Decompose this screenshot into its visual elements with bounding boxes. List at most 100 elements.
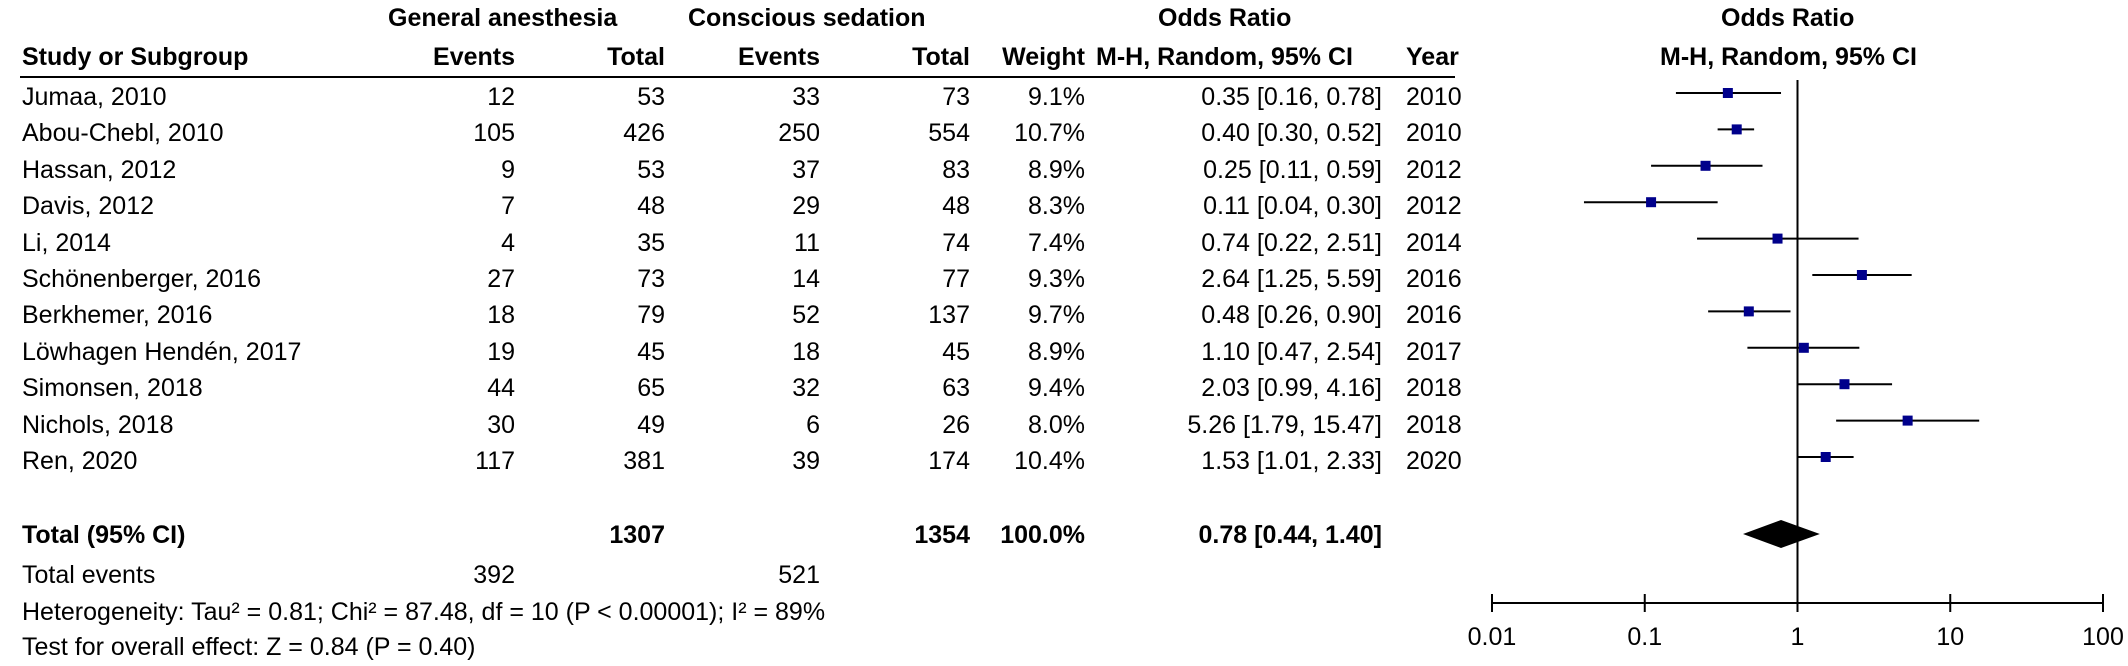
events-ga: 44 [487, 374, 515, 403]
weight: 8.9% [1028, 155, 1085, 184]
total-ga: 48 [637, 192, 665, 221]
weight: 10.7% [1014, 119, 1085, 148]
events-ga: 30 [487, 410, 515, 439]
weight: 8.9% [1028, 337, 1085, 366]
total-cs: 174 [928, 447, 970, 475]
study-name: Abou-Chebl, 2010 [22, 119, 224, 148]
year: 2010 [1406, 83, 1462, 111]
events-cs: 14 [792, 265, 820, 293]
plot-method-header: M-H, Random, 95% CI [1660, 43, 1917, 71]
col-events2-header: Events [738, 43, 820, 71]
odds-ratio-ci: 5.26 [1.79, 15.47] [1187, 410, 1382, 439]
weight: 9.1% [1028, 83, 1085, 111]
point-estimate [1820, 452, 1831, 462]
study-name: Davis, 2012 [22, 192, 155, 221]
events-ga: 4 [501, 228, 515, 257]
point-estimate [1902, 415, 1913, 426]
total-label: Total (95% CI) [22, 521, 186, 549]
plot-title: Odds Ratio [1721, 4, 1855, 32]
events-ga: 12 [487, 83, 515, 111]
total-ga: 381 [623, 447, 665, 475]
events-cs: 6 [806, 410, 820, 439]
events-cs: 18 [792, 337, 820, 366]
events-ga: 27 [487, 265, 515, 293]
events-cs: 250 [778, 119, 820, 148]
odds-ratio-ci: 2.03 [0.99, 4.16] [1201, 374, 1382, 403]
events-ga: 9 [501, 155, 515, 184]
col-weight-header: Weight [1002, 43, 1085, 71]
total-ga: 79 [637, 301, 665, 330]
events-cs: 39 [792, 447, 820, 475]
total-cs: 1354 [914, 521, 970, 549]
odds-ratio-ci: 0.40 [0.30, 0.52] [1201, 119, 1382, 148]
total-ga: 53 [637, 155, 665, 184]
odds-ratio-ci: 1.53 [1.01, 2.33] [1201, 447, 1382, 475]
total-ga: 49 [637, 410, 665, 439]
group1-header: General anesthesia [388, 4, 618, 32]
weight: 10.4% [1014, 447, 1085, 475]
odds-ratio-ci: 0.35 [0.16, 0.78] [1201, 83, 1382, 111]
point-estimate [1772, 233, 1783, 244]
study-name: Li, 2014 [22, 228, 111, 257]
odds-ratio-ci: 0.11 [0.04, 0.30] [1203, 192, 1382, 221]
total-ga: 35 [637, 228, 665, 257]
weight: 9.7% [1028, 301, 1085, 330]
total-odds-ratio-ci: 0.78 [0.44, 1.40] [1198, 521, 1382, 549]
year: 2012 [1406, 155, 1462, 184]
total-ga: 1307 [609, 521, 665, 549]
point-estimate [1731, 124, 1742, 135]
overall-effect-note: Test for overall effect: Z = 0.84 (P = 0… [22, 633, 476, 661]
point-estimate [1722, 88, 1733, 98]
year: 2010 [1406, 119, 1462, 148]
effect-header: Odds Ratio [1158, 4, 1292, 32]
total-ga: 426 [623, 119, 665, 148]
weight: 7.4% [1028, 228, 1085, 257]
weight: 8.0% [1028, 410, 1085, 439]
pooled-diamond [1743, 520, 1820, 548]
total-ga: 73 [637, 265, 665, 293]
total-cs: 137 [928, 301, 970, 330]
total-ga: 65 [637, 374, 665, 403]
total-cs: 45 [942, 337, 970, 366]
odds-ratio-ci: 1.10 [0.47, 2.54] [1201, 337, 1382, 366]
weight: 9.3% [1028, 265, 1085, 293]
events-cs: 37 [792, 155, 820, 184]
point-estimate [1798, 342, 1809, 353]
point-estimate [1839, 379, 1850, 390]
total-cs: 77 [942, 265, 970, 293]
year: 2016 [1406, 301, 1462, 330]
col-study-header: Study or Subgroup [22, 43, 249, 71]
total-events-label: Total events [22, 561, 156, 589]
study-name: Simonsen, 2018 [22, 374, 203, 403]
odds-ratio-ci: 0.48 [0.26, 0.90] [1201, 301, 1382, 330]
events-cs: 11 [794, 228, 820, 257]
point-estimate [1856, 270, 1867, 280]
total-weight: 100.0% [1000, 521, 1085, 549]
year: 2012 [1406, 192, 1462, 221]
total-ga: 53 [637, 83, 665, 111]
events-ga: 7 [501, 192, 515, 221]
events-ga: 117 [475, 447, 515, 475]
year: 2017 [1406, 337, 1462, 366]
x-tick-label: 0.1 [1627, 623, 1662, 651]
col-year-header: Year [1406, 43, 1459, 71]
total-cs: 73 [942, 83, 970, 111]
study-name: Ren, 2020 [22, 447, 138, 475]
year: 2018 [1406, 410, 1462, 439]
events-cs: 32 [792, 374, 820, 403]
total-cs: 26 [942, 410, 970, 439]
point-estimate [1700, 160, 1711, 171]
study-name: Hassan, 2012 [22, 155, 177, 184]
events-ga: 18 [487, 301, 515, 330]
group2-header: Conscious sedation [688, 4, 926, 32]
year: 2014 [1406, 228, 1462, 257]
col-events1-header: Events [433, 43, 515, 71]
x-tick-label: 1 [1791, 623, 1805, 651]
study-name: Nichols, 2018 [22, 410, 174, 439]
year: 2020 [1406, 447, 1462, 475]
col-total1-header: Total [607, 43, 665, 71]
weight: 9.4% [1028, 374, 1085, 403]
col-method-header: M-H, Random, 95% CI [1096, 43, 1353, 71]
total-cs: 48 [942, 192, 970, 221]
